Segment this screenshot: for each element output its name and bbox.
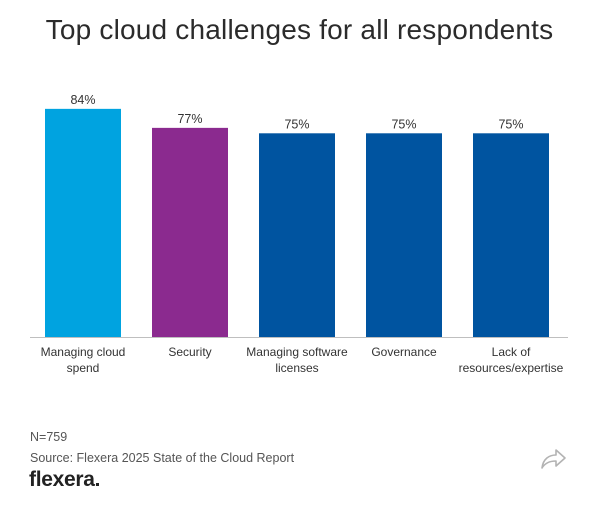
value-label-0: 84%: [70, 93, 95, 107]
category-label-0: Managing cloud spend: [41, 345, 126, 375]
flexera-logo-text: flexera: [29, 468, 95, 491]
value-label-2: 75%: [284, 117, 309, 131]
flexera-logo: flexera: [29, 468, 99, 492]
source-note: Source: Flexera 2025 State of the Cloud …: [30, 451, 295, 465]
chart-title: Top cloud challenges for all respondents: [45, 14, 554, 45]
value-label-3: 75%: [391, 117, 416, 131]
value-label-4: 75%: [498, 117, 523, 131]
category-label-4: Lack of resources/expertise: [459, 345, 564, 375]
share-arrow-icon[interactable]: [538, 446, 568, 472]
value-label-1: 77%: [177, 112, 202, 126]
bar-2: [259, 133, 335, 337]
category-label-1: Security: [168, 345, 211, 359]
bar-chart: 84% Managing cloud spend 77% Security 75% Mana…: [30, 93, 568, 375]
category-label-2: Managing software licenses: [246, 345, 348, 375]
category-label-3: Governance: [371, 345, 437, 359]
bar-4: [473, 133, 549, 337]
sample-size-note: N=759: [30, 430, 68, 444]
bar-3: [366, 133, 442, 337]
bar-1: [152, 127, 228, 337]
bar-0: [45, 108, 121, 337]
flexera-logo-dot: [95, 483, 99, 486]
